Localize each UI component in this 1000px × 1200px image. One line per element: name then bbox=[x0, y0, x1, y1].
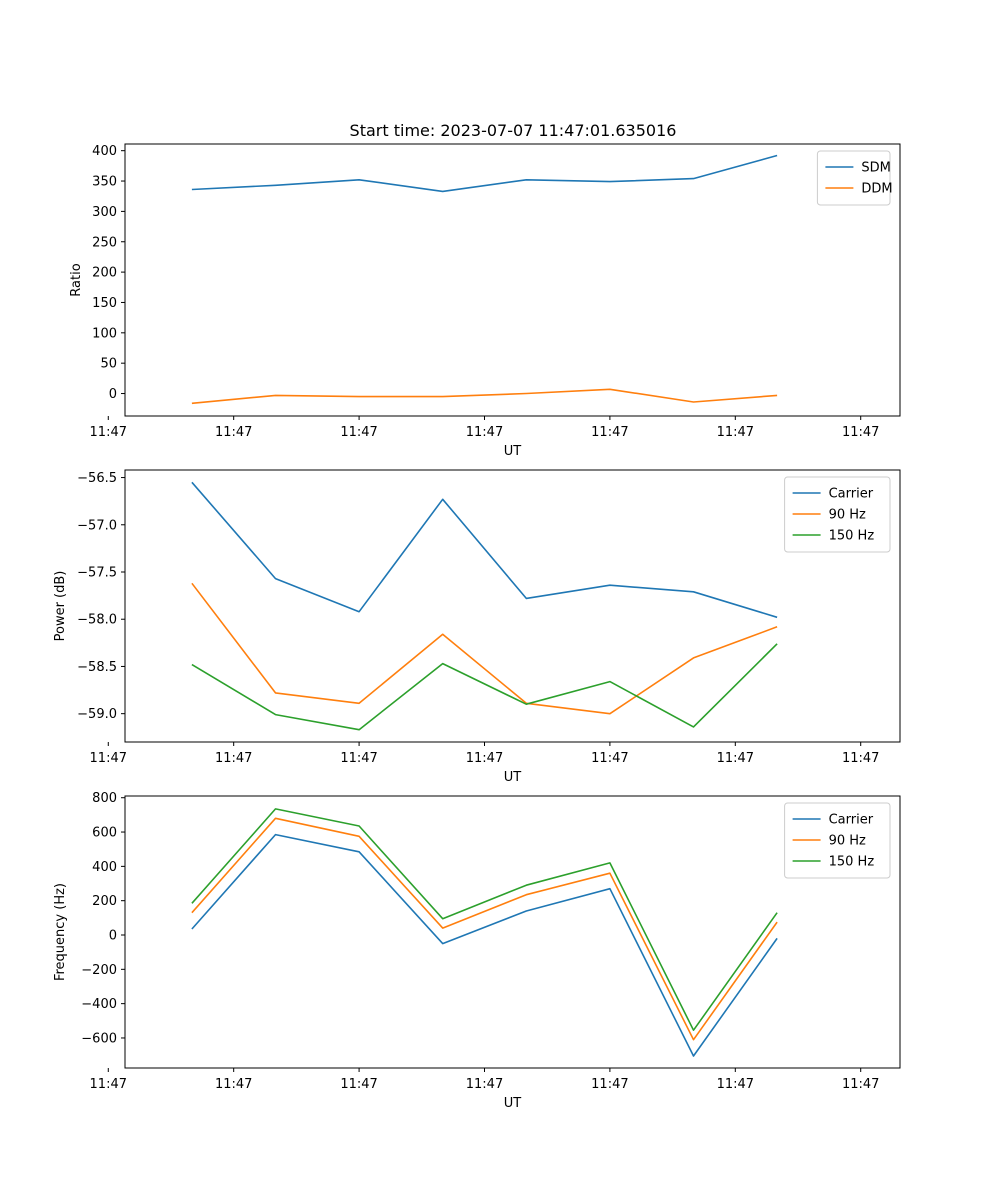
series-line-90-hz bbox=[191, 817, 778, 1041]
x-tick-label: 11:47 bbox=[215, 425, 252, 440]
x-tick-label: 11:47 bbox=[215, 751, 252, 766]
y-tick-label: 100 bbox=[92, 326, 117, 341]
y-tick-label: 200 bbox=[92, 894, 117, 909]
legend-label: Carrier bbox=[829, 487, 874, 502]
x-tick-label: 11:47 bbox=[842, 751, 879, 766]
y-tick-label: −56.5 bbox=[77, 471, 117, 486]
x-tick-label: 11:47 bbox=[842, 1077, 879, 1092]
y-tick-label: −57.5 bbox=[77, 566, 117, 581]
chart-panel-1: 11:47 11:47 11:47 11:47 11:47 11:47 11:47 0 50 10… bbox=[69, 143, 901, 459]
x-tick-label: 11:47 bbox=[842, 425, 879, 440]
y-tick-label: −57.0 bbox=[77, 518, 117, 533]
x-tick-label: 11:47 bbox=[717, 425, 754, 440]
x-tick-label: 11:47 bbox=[717, 751, 754, 766]
legend: Carrier 90 Hz 150 Hz bbox=[784, 476, 891, 553]
y-tick-label: 150 bbox=[92, 296, 117, 311]
series-line-150-hz bbox=[191, 808, 778, 1031]
y-tick-label: 600 bbox=[92, 826, 117, 841]
legend-label: 150 Hz bbox=[829, 529, 875, 544]
chart-panel-2: 11:47 11:47 11:47 11:47 11:47 11:47 11:47 −59.0… bbox=[53, 469, 901, 785]
y-axis-label: Power (dB) bbox=[53, 571, 68, 642]
y-tick-label: 200 bbox=[92, 266, 117, 281]
legend-box bbox=[784, 802, 891, 879]
x-tick-label: 11:47 bbox=[90, 425, 127, 440]
series-line-carrier bbox=[191, 833, 778, 1057]
y-tick-label: −400 bbox=[81, 997, 117, 1012]
x-tick-label: 11:47 bbox=[340, 425, 377, 440]
figure-title: Start time: 2023-07-07 11:47:01.635016 bbox=[350, 121, 677, 140]
series-line-sdm bbox=[191, 154, 778, 193]
chart-panel-3: 11:47 11:47 11:47 11:47 11:47 11:47 11:47 −600 −… bbox=[53, 791, 901, 1111]
x-tick-label: 11:47 bbox=[90, 1077, 127, 1092]
x-tick-label: 11:47 bbox=[215, 1077, 252, 1092]
x-axis-label: UT bbox=[504, 1096, 522, 1111]
legend-box bbox=[816, 150, 891, 206]
x-tick-label: 11:47 bbox=[591, 751, 628, 766]
axes-frame bbox=[124, 469, 901, 743]
legend: SDM DDM bbox=[816, 150, 893, 206]
y-axis-label: Ratio bbox=[69, 263, 84, 296]
panels: 11:47 11:47 11:47 11:47 11:47 11:47 11:47 0 50 10… bbox=[53, 143, 901, 1111]
y-tick-label: −200 bbox=[81, 963, 117, 978]
legend-label: SDM bbox=[861, 161, 890, 176]
x-tick-label: 11:47 bbox=[340, 751, 377, 766]
y-tick-label: 250 bbox=[92, 235, 117, 250]
legend-label: 90 Hz bbox=[829, 834, 866, 849]
series-line-ddm bbox=[191, 388, 778, 405]
x-tick-label: 11:47 bbox=[466, 425, 503, 440]
legend-label: DDM bbox=[861, 182, 892, 197]
y-tick-label: 350 bbox=[92, 175, 117, 190]
x-axis-label: UT bbox=[504, 444, 522, 459]
y-tick-label: 300 bbox=[92, 205, 117, 220]
axes-frame bbox=[124, 143, 901, 417]
axes-frame bbox=[124, 795, 901, 1069]
series-line-90-hz bbox=[191, 582, 778, 715]
y-tick-label: −58.5 bbox=[77, 660, 117, 675]
y-tick-label: −600 bbox=[81, 1031, 117, 1046]
x-tick-label: 11:47 bbox=[466, 1077, 503, 1092]
series-line-150-hz bbox=[191, 643, 778, 731]
x-tick-label: 11:47 bbox=[90, 751, 127, 766]
y-tick-label: 50 bbox=[100, 357, 117, 372]
x-tick-label: 11:47 bbox=[591, 425, 628, 440]
legend-box bbox=[784, 476, 891, 553]
legend-label: 150 Hz bbox=[829, 855, 875, 870]
legend: Carrier 90 Hz 150 Hz bbox=[784, 802, 891, 879]
y-tick-label: 800 bbox=[92, 791, 117, 806]
y-tick-label: 0 bbox=[109, 929, 117, 944]
x-tick-label: 11:47 bbox=[466, 751, 503, 766]
x-tick-label: 11:47 bbox=[340, 1077, 377, 1092]
legend-label: 90 Hz bbox=[829, 508, 866, 523]
series-line-carrier bbox=[191, 481, 778, 619]
y-tick-label: 0 bbox=[109, 387, 117, 402]
legend-label: Carrier bbox=[829, 813, 874, 828]
y-tick-label: −58.0 bbox=[77, 613, 117, 628]
y-axis-label: Frequency (Hz) bbox=[53, 883, 68, 981]
x-axis-label: UT bbox=[504, 770, 522, 785]
x-tick-label: 11:47 bbox=[717, 1077, 754, 1092]
y-tick-label: 400 bbox=[92, 144, 117, 159]
x-tick-label: 11:47 bbox=[591, 1077, 628, 1092]
y-tick-label: −59.0 bbox=[77, 707, 117, 722]
y-tick-label: 400 bbox=[92, 860, 117, 875]
